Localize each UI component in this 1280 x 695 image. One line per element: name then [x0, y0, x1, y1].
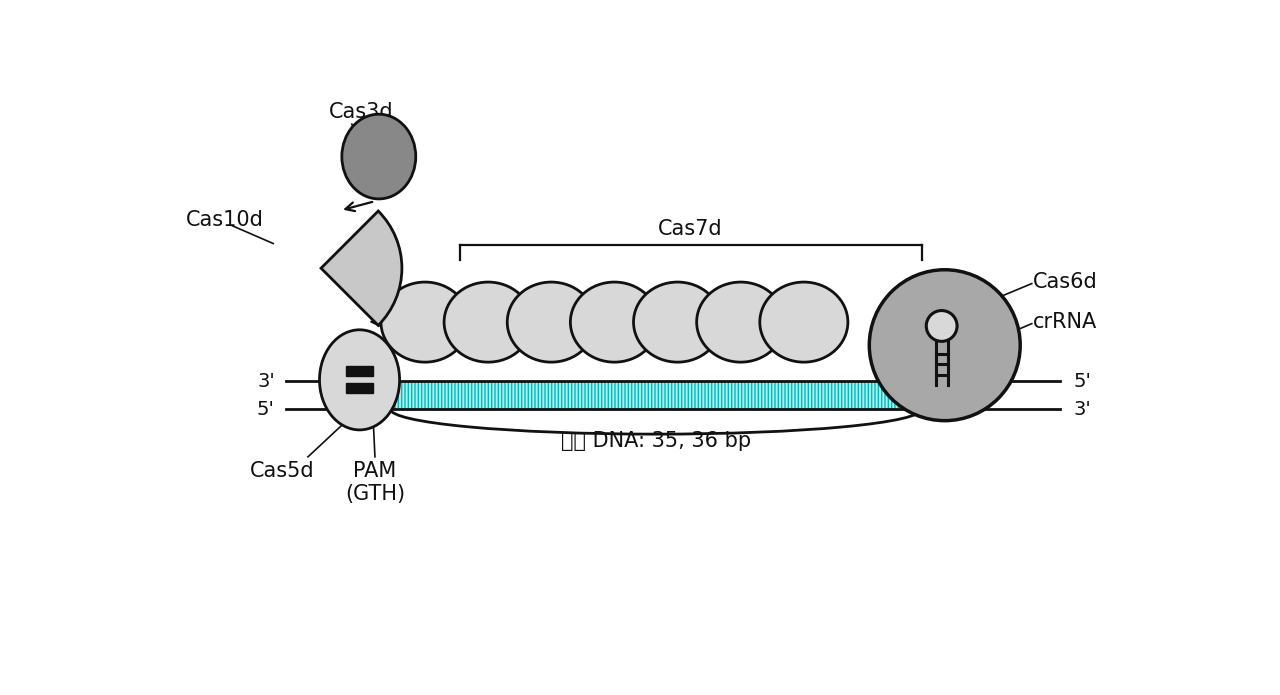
Ellipse shape: [696, 282, 785, 362]
Text: 5': 5': [1074, 372, 1092, 391]
Bar: [346, 366, 374, 375]
Bar: [390, 382, 922, 409]
Ellipse shape: [320, 330, 399, 430]
Text: crRNA: crRNA: [1033, 312, 1097, 332]
Text: 3': 3': [1074, 400, 1091, 418]
Ellipse shape: [571, 282, 658, 362]
Wedge shape: [321, 211, 402, 325]
Text: PAM
(GTH): PAM (GTH): [344, 461, 404, 504]
Ellipse shape: [634, 282, 722, 362]
Text: 3': 3': [257, 372, 275, 391]
Ellipse shape: [444, 282, 532, 362]
Text: Cas10d: Cas10d: [187, 211, 264, 231]
Text: 標的 DNA: 35, 36 bp: 標的 DNA: 35, 36 bp: [561, 431, 751, 450]
Text: Cas5d: Cas5d: [250, 461, 315, 481]
Ellipse shape: [927, 311, 957, 341]
Ellipse shape: [381, 282, 468, 362]
Ellipse shape: [507, 282, 595, 362]
Ellipse shape: [760, 282, 847, 362]
Ellipse shape: [869, 270, 1020, 420]
Text: 5': 5': [257, 400, 275, 418]
Bar: [346, 382, 374, 393]
Ellipse shape: [342, 114, 416, 199]
Text: Cas3d: Cas3d: [329, 102, 393, 122]
Text: Cas6d: Cas6d: [1033, 272, 1098, 292]
Text: Cas7d: Cas7d: [658, 219, 723, 239]
